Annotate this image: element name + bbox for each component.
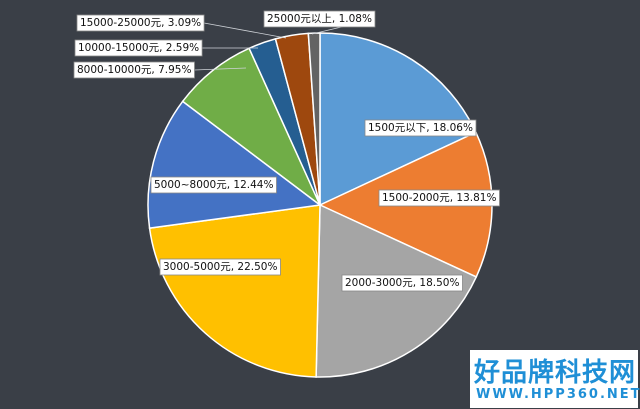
data-label-text: 3000-5000元, 22.50%: [163, 261, 277, 273]
data-label-box: [76, 14, 205, 32]
watermark-main-text: 好品牌科技网: [474, 358, 637, 388]
data-label-box: [150, 176, 277, 194]
data-label-text: 1500元以下, 18.06%: [368, 122, 473, 134]
leader-line: [204, 22, 287, 39]
data-label: 15000-25000元, 3.09%: [76, 14, 205, 32]
data-label: 5000~8000元, 12.44%: [150, 176, 277, 194]
leader-line: [194, 67, 247, 71]
data-label-box: [341, 274, 463, 292]
data-label-box: [159, 258, 281, 276]
pie-slice: [319, 32, 477, 207]
data-label-box: [364, 119, 477, 137]
data-label-text: 10000-15000元, 2.59%: [78, 42, 199, 54]
data-label: 25000元以上, 1.08%: [263, 10, 376, 28]
data-label-box: [73, 61, 195, 79]
data-label-text: 25000元以上, 1.08%: [267, 13, 372, 25]
watermark-sub-text: WWW.HPP360.NET: [476, 387, 640, 402]
data-label-box: [263, 10, 376, 28]
data-label: 1500-2000元, 13.81%: [378, 189, 500, 207]
data-label-text: 15000-25000元, 3.09%: [80, 17, 201, 29]
data-label-box: [378, 189, 500, 207]
data-labels: 1500元以下, 18.06% 1500-2000元, 13.81% 2000-30…: [73, 10, 500, 292]
data-label-box: [74, 39, 203, 57]
pie-slice: [148, 204, 321, 378]
data-label: 3000-5000元, 22.50%: [159, 258, 281, 276]
data-label: 8000-10000元, 7.95%: [73, 61, 195, 79]
watermark-logo: 好品牌科技网 WWW.HPP360.NET: [470, 350, 640, 408]
data-label: 1500元以下, 18.06%: [364, 119, 477, 137]
data-label-text: 2000-3000元, 18.50%: [345, 277, 459, 289]
data-label-text: 8000-10000元, 7.95%: [77, 64, 191, 76]
data-label: 10000-15000元, 2.59%: [74, 39, 203, 57]
data-label-text: 1500-2000元, 13.81%: [382, 192, 496, 204]
data-label-text: 5000~8000元, 12.44%: [154, 179, 273, 191]
data-label: 2000-3000元, 18.50%: [341, 274, 463, 292]
pie-slice: [147, 100, 322, 229]
